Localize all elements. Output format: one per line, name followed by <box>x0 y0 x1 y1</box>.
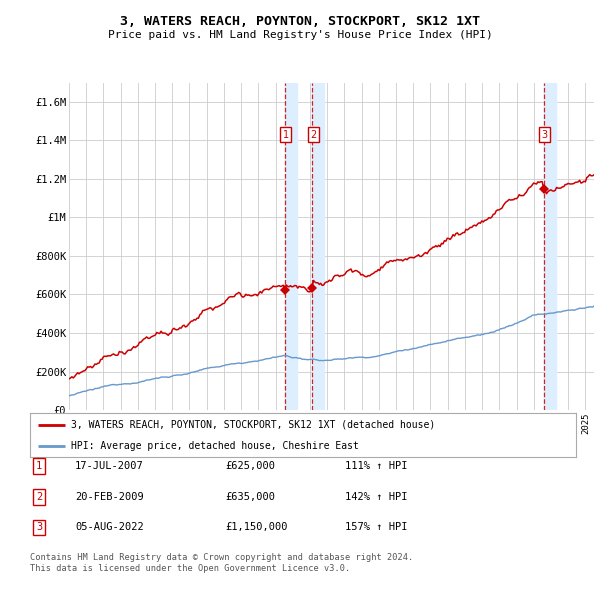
Text: 05-AUG-2022: 05-AUG-2022 <box>75 523 144 532</box>
Text: 3, WATERS REACH, POYNTON, STOCKPORT, SK12 1XT (detached house): 3, WATERS REACH, POYNTON, STOCKPORT, SK1… <box>71 420 435 430</box>
Bar <box>285 83 297 410</box>
Text: 3: 3 <box>36 523 42 532</box>
Text: Price paid vs. HM Land Registry's House Price Index (HPI): Price paid vs. HM Land Registry's House … <box>107 30 493 40</box>
Text: This data is licensed under the Open Government Licence v3.0.: This data is licensed under the Open Gov… <box>30 565 350 573</box>
Text: 2: 2 <box>36 492 42 502</box>
Text: £625,000: £625,000 <box>225 461 275 471</box>
Text: 111% ↑ HPI: 111% ↑ HPI <box>345 461 407 471</box>
Text: 3: 3 <box>542 130 548 140</box>
Text: 20-FEB-2009: 20-FEB-2009 <box>75 492 144 502</box>
Text: 3, WATERS REACH, POYNTON, STOCKPORT, SK12 1XT: 3, WATERS REACH, POYNTON, STOCKPORT, SK1… <box>120 15 480 28</box>
Text: £1,150,000: £1,150,000 <box>225 523 287 532</box>
Text: £635,000: £635,000 <box>225 492 275 502</box>
Text: 142% ↑ HPI: 142% ↑ HPI <box>345 492 407 502</box>
Text: HPI: Average price, detached house, Cheshire East: HPI: Average price, detached house, Ches… <box>71 441 359 451</box>
Text: 1: 1 <box>283 130 289 140</box>
Bar <box>544 83 556 410</box>
Text: 17-JUL-2007: 17-JUL-2007 <box>75 461 144 471</box>
Text: 157% ↑ HPI: 157% ↑ HPI <box>345 523 407 532</box>
Text: Contains HM Land Registry data © Crown copyright and database right 2024.: Contains HM Land Registry data © Crown c… <box>30 553 413 562</box>
Bar <box>312 83 324 410</box>
Text: 1: 1 <box>36 461 42 471</box>
Text: 2: 2 <box>310 130 316 140</box>
